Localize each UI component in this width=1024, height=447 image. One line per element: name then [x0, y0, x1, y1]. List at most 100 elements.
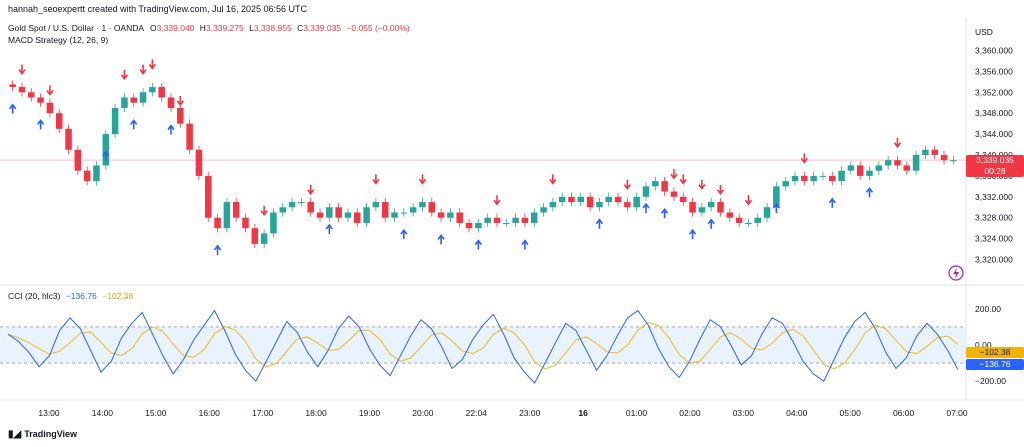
- symbol-name: Gold Spot / U.S. Dollar · 1 · OANDA: [8, 23, 144, 33]
- time-axis-ticks: 13:00 14:00 15:00 16:00 17:00 18:00 19:00 20:00…: [38, 408, 968, 418]
- candle-body: [102, 134, 110, 166]
- time-tick-label: 15:00: [145, 408, 167, 418]
- buy-signal-arrow: [213, 244, 222, 255]
- ohlc-high-value: 3,339.275: [205, 23, 244, 33]
- buy-signal-arrow: [400, 228, 408, 240]
- sell-signal-arrow: [418, 174, 427, 185]
- buy-signal-arrow: [642, 202, 650, 214]
- candle-body: [894, 160, 901, 166]
- symbol-legend[interactable]: Gold Spot / U.S. Dollar · 1 · OANDA O3,3…: [8, 23, 410, 33]
- tv-logo-icon: ▮◢: [8, 429, 22, 440]
- ohlc-close-label: C: [297, 23, 304, 33]
- candle-body: [856, 165, 864, 176]
- strategy-legend[interactable]: MACD Strategy (12, 26, 9): [8, 35, 109, 45]
- candle-body: [670, 191, 678, 197]
- candle-body: [866, 170, 873, 176]
- candle-body: [437, 212, 445, 218]
- cci-ma-value: −102.38: [102, 291, 134, 301]
- time-tick-label: 18:00: [305, 408, 327, 418]
- candle-body: [428, 202, 436, 213]
- candle-body: [540, 207, 547, 213]
- candle-body: [875, 165, 883, 171]
- buy-signal-arrow: [595, 218, 604, 229]
- candle-body: [549, 202, 557, 208]
- chart-credit: hannah_seoexpertt created with TradingVi…: [8, 4, 308, 14]
- time-tick-label: 02:00: [679, 408, 701, 418]
- time-tick-label: 20:00: [412, 408, 434, 418]
- candle-body: [735, 217, 743, 223]
- candle-body: [558, 196, 566, 203]
- sell-signal-arrow: [493, 195, 501, 206]
- candlesticks: [9, 80, 957, 249]
- price-tick-label: 3,356.000: [975, 66, 1013, 76]
- buy-signal-arrow: [102, 150, 110, 161]
- sell-signal-arrow: [307, 184, 315, 196]
- candle-body: [18, 87, 26, 93]
- brand-name: TradingView: [24, 429, 78, 439]
- candle-body: [270, 212, 277, 234]
- cci-tick-label: 0.00: [975, 340, 992, 350]
- candle-body: [847, 165, 855, 171]
- candle-body: [121, 97, 128, 108]
- tradingview-logo[interactable]: ▮◢ TradingView: [8, 429, 77, 440]
- candle-body: [614, 196, 622, 203]
- candle-body: [158, 87, 165, 98]
- candle-body: [344, 212, 352, 218]
- candle-body: [381, 202, 389, 218]
- candle-body: [298, 202, 305, 204]
- candle-body: [316, 212, 324, 218]
- candle-body: [763, 207, 771, 218]
- sell-signal-arrow: [670, 169, 678, 180]
- lightning-icon[interactable]: [948, 265, 964, 281]
- candle-body: [493, 217, 501, 223]
- sell-signal-arrow: [120, 69, 129, 81]
- candle-body: [624, 202, 631, 208]
- candle-body: [530, 212, 538, 223]
- candle-body: [223, 202, 231, 229]
- candle-body: [279, 207, 287, 213]
- candle-body: [503, 222, 510, 224]
- sell-signal-arrow: [176, 95, 184, 107]
- candle-body: [903, 165, 911, 171]
- price-tick-label: 3,320.000: [975, 255, 1013, 265]
- candle-body: [9, 84, 16, 88]
- price-tick-label: 3,348.000: [975, 108, 1013, 118]
- cci-legend[interactable]: CCI (20, hlc3) −136.76 −102.38: [8, 291, 133, 301]
- candle-body: [940, 155, 948, 161]
- candle-body: [251, 228, 259, 244]
- candle-body: [354, 212, 361, 223]
- candle-body: [186, 123, 193, 150]
- candle-body: [745, 222, 752, 224]
- candle-body: [661, 181, 668, 192]
- candle-body: [447, 212, 454, 218]
- candle-body: [484, 217, 491, 223]
- candle-body: [605, 196, 612, 203]
- candle-body: [596, 202, 603, 208]
- time-tick-label: 14:00: [92, 408, 114, 418]
- cci-tick-label: 200.00: [975, 304, 1001, 314]
- ohlc-high-label: H: [199, 23, 206, 33]
- time-tick-label: 16:00: [199, 408, 221, 418]
- candle-body: [37, 97, 44, 103]
- buy-signal-arrow: [772, 202, 781, 214]
- sell-signal-arrow: [744, 195, 753, 206]
- currency-label: USD: [975, 27, 993, 37]
- cci-tick-label: −200.00: [975, 376, 1006, 386]
- strategy-signals: [9, 59, 902, 255]
- candle-body: [717, 202, 724, 213]
- price-tick-label: 3,324.000: [975, 234, 1013, 244]
- sell-signal-arrow: [716, 184, 725, 196]
- cci-ma-line: [7, 321, 959, 370]
- candle-body: [372, 202, 380, 208]
- candle-body: [242, 217, 249, 229]
- candle-body: [93, 165, 100, 182]
- candle-body: [326, 207, 333, 218]
- candle-body: [754, 217, 762, 223]
- candle-body: [512, 217, 519, 223]
- time-tick-label: 23:00: [519, 408, 541, 418]
- sell-signal-arrow: [549, 174, 557, 185]
- last-price-badge: 3,339.035 00:28: [966, 155, 1024, 177]
- sell-signal-arrow: [372, 174, 380, 185]
- cci-ma-badge: −102.38: [966, 347, 1024, 358]
